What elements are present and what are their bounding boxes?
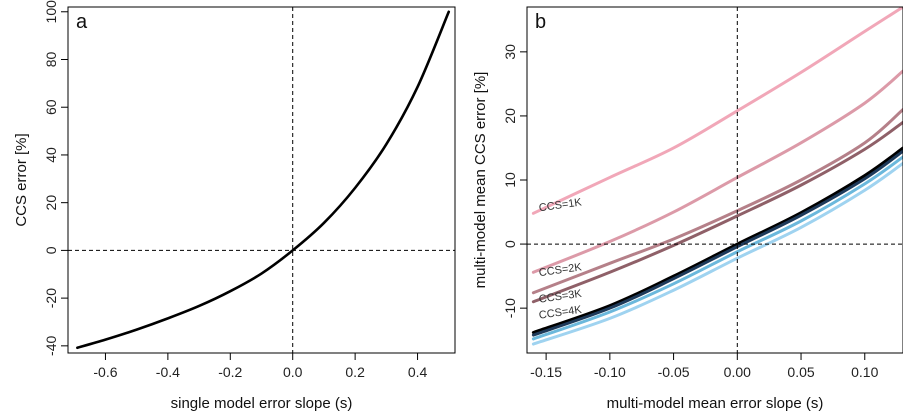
panel-a-curves — [76, 10, 451, 350]
series-line-6 — [531, 149, 903, 337]
curve-label: CCS=3K — [538, 288, 583, 306]
y-tick-label: 60 — [43, 99, 59, 115]
x-tick-label: -0.6 — [93, 364, 117, 380]
panel-b-letter: b — [535, 11, 546, 33]
panel-b-reference-lines — [527, 7, 903, 353]
panel-a-x-ticks: -0.6 -0.4 -0.2 0.0 0.2 0.4 — [93, 353, 427, 380]
x-tick-label: 0.00 — [724, 364, 751, 380]
panel-b-x-axis-label: multi-model mean error slope (s) — [607, 395, 824, 412]
x-tick-label: 0.10 — [851, 364, 878, 380]
series-line-ccs-2k — [531, 69, 903, 274]
x-tick-label: -0.2 — [218, 364, 242, 380]
series-line-ccs-4k — [531, 120, 903, 304]
panel-b-frame — [526, 6, 903, 354]
y-tick-label: 0 — [43, 246, 59, 254]
y-tick-label: 0 — [502, 240, 518, 248]
panel-a-letter: a — [76, 11, 88, 33]
x-tick-label: -0.05 — [658, 364, 690, 380]
y-tick-label: -40 — [43, 336, 59, 356]
x-tick-label: -0.15 — [530, 364, 562, 380]
panel-a-x-axis-label: single model error slope (s) — [171, 395, 353, 412]
series-line-5 — [531, 146, 903, 334]
x-tick-label: 0.2 — [345, 364, 365, 380]
series-line-ccs-1k — [531, 7, 903, 215]
panel-b-x-ticks: -0.15 -0.10 -0.05 0.00 0.05 0.10 — [530, 353, 879, 380]
panel-a-y-axis-label: CCS error [%] — [13, 133, 30, 226]
y-tick-label: 10 — [502, 172, 518, 188]
panel-b-y-ticks: -10 0 10 20 30 — [502, 44, 527, 318]
y-tick-label: 20 — [43, 195, 59, 211]
panel-a-reference-lines — [68, 7, 455, 353]
x-tick-label: -0.10 — [594, 364, 626, 380]
y-tick-label: 40 — [43, 147, 59, 163]
y-tick-label: 30 — [502, 44, 518, 60]
curve-label: CCS=1K — [538, 196, 583, 214]
x-tick-label: 0.0 — [283, 364, 303, 380]
panel-b-curves — [531, 7, 903, 346]
series-line-1 — [76, 10, 451, 350]
series-line-7 — [531, 155, 903, 341]
series-line-8 — [531, 161, 903, 346]
panel-a-frame — [67, 6, 456, 354]
y-tick-label: -10 — [502, 298, 518, 318]
y-tick-label: 20 — [502, 108, 518, 124]
y-tick-label: 100 — [43, 0, 59, 23]
y-tick-label: 80 — [43, 51, 59, 67]
panel-a: -0.6 -0.4 -0.2 0.0 0.2 0.4 -40 -20 0 20 40 60 80 100… — [13, 0, 456, 412]
x-tick-label: 0.4 — [408, 364, 428, 380]
y-tick-label: -20 — [43, 288, 59, 308]
x-tick-label: 0.05 — [787, 364, 814, 380]
x-tick-label: -0.4 — [156, 364, 180, 380]
panel-b-y-axis-label: multi-model mean CCS error [%] — [472, 72, 489, 289]
panel-a-y-ticks: -40 -20 0 20 40 60 80 100 — [43, 0, 68, 356]
